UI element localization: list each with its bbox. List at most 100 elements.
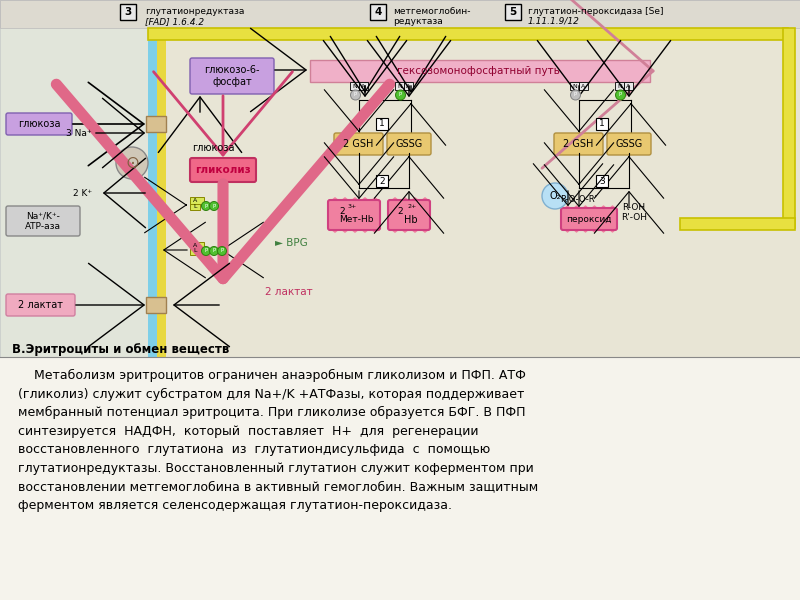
Circle shape [116, 147, 148, 179]
Text: R-OH: R-OH [622, 202, 646, 211]
Text: глутатионредуктаза: глутатионредуктаза [145, 7, 244, 16]
Text: R-O-O-R': R-O-O-R' [561, 196, 598, 205]
Text: Мет-Hb: Мет-Hb [338, 215, 374, 224]
Bar [0, 0, 800, 28]
Text: P: P [204, 203, 208, 208]
Text: 1: 1 [379, 119, 385, 128]
Text: гексозомонофосфатный путь: гексозомонофосфатный путь [397, 66, 559, 76]
Text: 2: 2 [397, 206, 403, 215]
Text: N: N [572, 83, 577, 88]
FancyBboxPatch shape [6, 206, 80, 236]
Circle shape [570, 90, 581, 100]
Text: гликолиз: гликолиз [195, 165, 251, 175]
Text: O₂: O₂ [550, 191, 561, 201]
Bar [0, 28, 148, 357]
FancyBboxPatch shape [554, 133, 603, 155]
Text: A: A [193, 198, 197, 203]
Bar [596, 175, 608, 187]
Bar [596, 118, 608, 130]
Text: P: P [399, 92, 402, 97]
Text: A: A [582, 83, 586, 88]
Text: 1.11.1.9/12: 1.11.1.9/12 [528, 17, 580, 26]
Text: 2 лактат: 2 лактат [265, 287, 313, 297]
Text: L: L [194, 248, 197, 253]
Bar [404, 82, 413, 90]
Text: 3: 3 [124, 7, 132, 17]
Text: 2 GSH: 2 GSH [343, 139, 373, 149]
Bar [505, 4, 521, 20]
FancyBboxPatch shape [6, 113, 72, 135]
Bar [0, 357, 800, 600]
Bar [783, 28, 795, 228]
Text: 3: 3 [599, 176, 605, 185]
Circle shape [350, 90, 361, 100]
FancyBboxPatch shape [6, 294, 75, 316]
Text: 4: 4 [374, 7, 382, 17]
FancyBboxPatch shape [190, 58, 274, 94]
Bar [157, 28, 166, 357]
Text: R'-OH: R'-OH [621, 212, 647, 221]
Text: пероксид: пероксид [566, 214, 612, 223]
Bar [376, 175, 388, 187]
Text: GSSG: GSSG [615, 139, 642, 149]
Text: глюкоза: глюкоза [192, 143, 234, 153]
Circle shape [202, 202, 210, 211]
Text: глутатион-пероксидаза [Se]: глутатион-пероксидаза [Se] [528, 7, 663, 16]
Text: A: A [406, 83, 410, 88]
Bar [395, 82, 404, 90]
Text: глюкозо-6-
фосфат: глюкозо-6- фосфат [204, 65, 260, 87]
Text: 5: 5 [510, 7, 517, 17]
Text: 3+: 3+ [347, 205, 357, 209]
Text: 1: 1 [599, 119, 605, 128]
Text: метгемоглобин-: метгемоглобин- [393, 7, 470, 16]
Circle shape [615, 90, 626, 100]
Text: P: P [212, 203, 216, 208]
Bar [570, 82, 579, 90]
Bar [0, 0, 800, 357]
Bar [680, 218, 795, 230]
Bar [376, 118, 388, 130]
Bar [579, 82, 588, 90]
Bar [148, 28, 788, 40]
Text: Hb: Hb [404, 215, 418, 225]
Circle shape [202, 247, 210, 256]
Text: P: P [574, 92, 577, 97]
Text: GSSG: GSSG [395, 139, 422, 149]
Circle shape [218, 247, 226, 256]
Text: N: N [617, 83, 622, 88]
Bar [190, 249, 200, 255]
FancyBboxPatch shape [334, 133, 383, 155]
Text: P: P [212, 248, 216, 253]
Circle shape [542, 183, 568, 209]
Text: 3 Na⁺: 3 Na⁺ [66, 128, 92, 137]
FancyBboxPatch shape [328, 200, 380, 230]
Text: N: N [397, 83, 402, 88]
Bar [190, 242, 204, 249]
FancyBboxPatch shape [387, 133, 431, 155]
Text: P: P [354, 92, 357, 97]
Bar [148, 28, 157, 357]
Bar [146, 116, 166, 132]
FancyBboxPatch shape [607, 133, 651, 155]
Text: 2 GSH: 2 GSH [563, 139, 593, 149]
Text: 2: 2 [339, 206, 345, 215]
Circle shape [210, 247, 218, 256]
Text: редуктаза: редуктаза [393, 17, 442, 26]
Text: L: L [194, 203, 197, 208]
Text: В.Эритроциты и обмен веществ: В.Эритроциты и обмен веществ [12, 343, 230, 355]
Circle shape [395, 90, 406, 100]
Text: глюкоза: глюкоза [18, 119, 60, 129]
Text: 2 K⁺: 2 K⁺ [73, 188, 92, 197]
Bar [120, 4, 136, 20]
FancyBboxPatch shape [561, 208, 617, 230]
Text: Метаболизм эритроцитов ограничен анаэробным гликолизом и ПФП. АТФ
(гликолиз) слу: Метаболизм эритроцитов ограничен анаэроб… [18, 369, 538, 512]
Bar [359, 82, 368, 90]
Text: Na⁺/K⁺-
АТР-аза: Na⁺/K⁺- АТР-аза [25, 211, 61, 230]
Text: A: A [362, 83, 366, 88]
FancyBboxPatch shape [388, 200, 430, 230]
Text: 2: 2 [379, 176, 385, 185]
Text: ⊙: ⊙ [125, 154, 139, 172]
Bar [190, 204, 200, 210]
Bar [624, 82, 633, 90]
Bar [350, 82, 359, 90]
